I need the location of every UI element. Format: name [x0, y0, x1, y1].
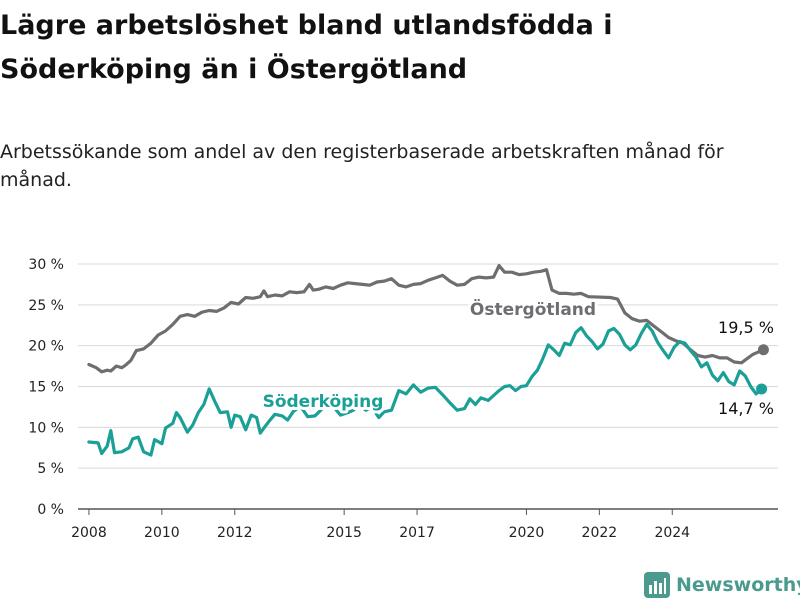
- y-tick-label: 10 %: [28, 420, 64, 436]
- y-tick-label: 5 %: [37, 461, 64, 477]
- series-line-ostergotland: [87, 264, 765, 374]
- chart-title: Lägre arbetslöshet bland utlandsfödda i …: [0, 10, 613, 85]
- series-line-soderkoping: [87, 322, 764, 457]
- newsworthy-bar-chart-icon: [644, 572, 670, 598]
- chart-subtitle: Arbetssökande som andel av den registerb…: [0, 141, 724, 191]
- y-tick-label: 20 %: [28, 339, 64, 355]
- x-tick-label: 2022: [582, 525, 618, 541]
- x-tick-label: 2010: [144, 525, 180, 541]
- end-value-label: 14,7 %: [718, 399, 774, 418]
- series-label-ostergotland: Östergötland: [470, 298, 596, 320]
- series-end-point: [757, 344, 769, 356]
- x-tick-label: 2024: [654, 525, 690, 541]
- x-tick-label: 2017: [399, 525, 435, 541]
- y-tick-label: 15 %: [28, 380, 64, 396]
- x-tick-label: 2020: [509, 525, 545, 541]
- brand-name: Newsworthy: [676, 574, 800, 596]
- y-tick-label: 0 %: [37, 502, 64, 518]
- x-tick-label: 2008: [71, 525, 107, 541]
- series-label-halo: Östergötland: [470, 298, 596, 320]
- series-label-soderkoping: Söderköping: [263, 392, 384, 412]
- end-value-label: 19,5 %: [718, 318, 774, 337]
- series-end-point: [756, 383, 768, 395]
- x-tick-label: 2015: [326, 525, 362, 541]
- y-tick-label: 30 %: [28, 257, 64, 273]
- series-label-halo: Söderköping: [263, 392, 384, 412]
- y-tick-label: 25 %: [28, 298, 64, 314]
- brand-logo: Newsworthy: [644, 570, 800, 600]
- x-tick-label: 2012: [217, 525, 253, 541]
